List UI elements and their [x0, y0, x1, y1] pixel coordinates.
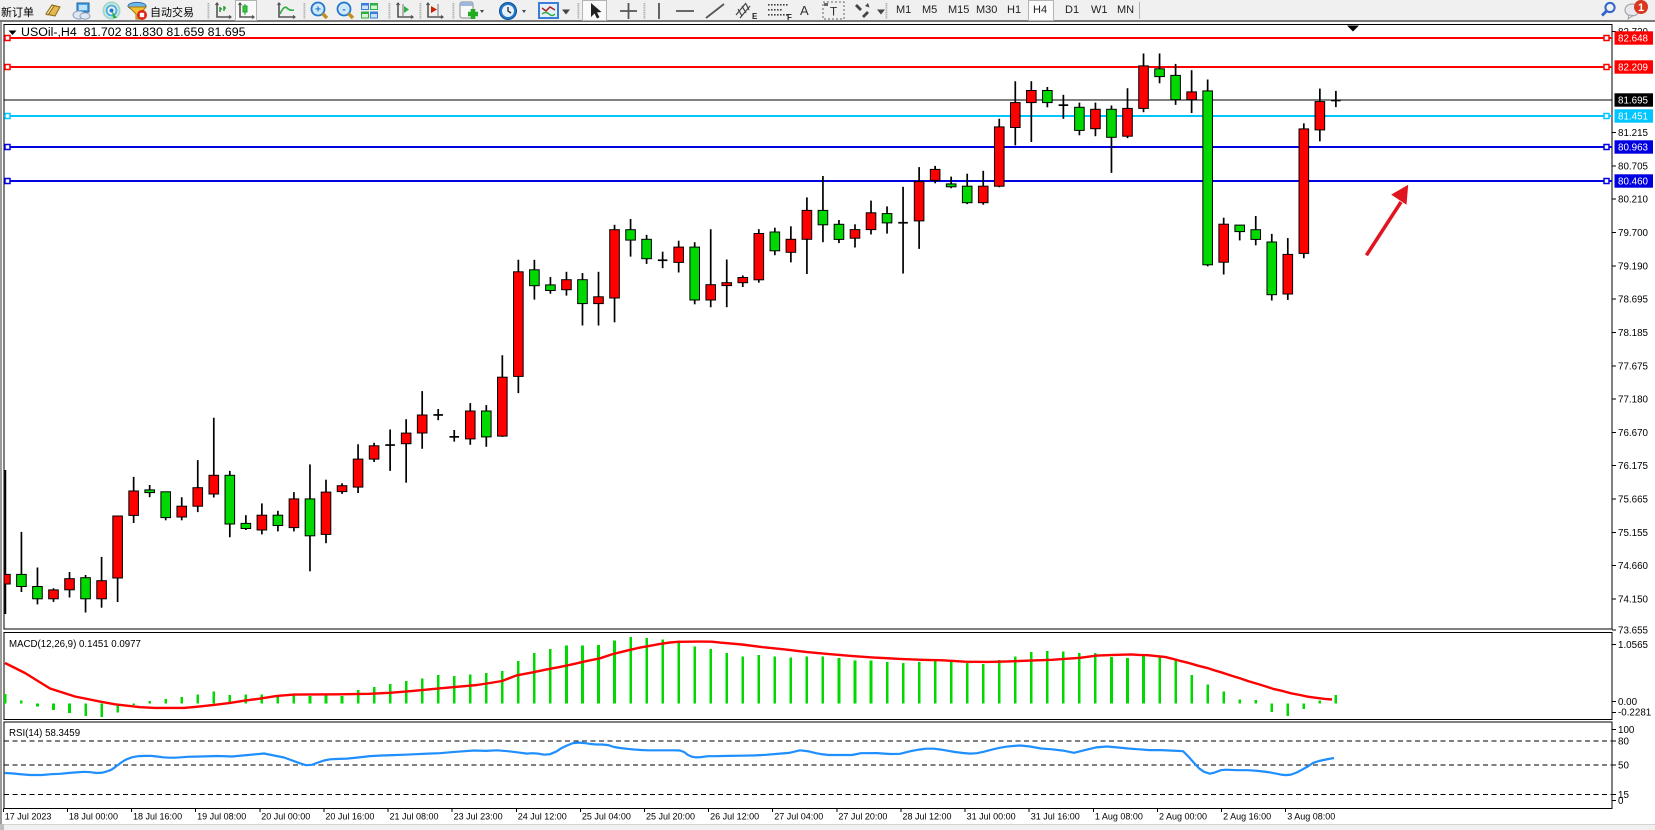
svg-text:76.670: 76.670 [1618, 428, 1649, 439]
svg-text:80.210: 80.210 [1618, 194, 1649, 205]
svg-text:3 Aug 08:00: 3 Aug 08:00 [1287, 812, 1335, 822]
svg-text:RSI(14) 58.3459: RSI(14) 58.3459 [9, 728, 80, 739]
svg-text:77.180: 77.180 [1618, 394, 1649, 405]
svg-text:81.695: 81.695 [1618, 96, 1649, 107]
svg-text:76.175: 76.175 [1618, 461, 1649, 472]
svg-text:79.190: 79.190 [1618, 261, 1649, 272]
svg-text:81.215: 81.215 [1618, 128, 1649, 139]
svg-text:27 Jul 20:00: 27 Jul 20:00 [838, 812, 887, 822]
svg-text:23 Jul 23:00: 23 Jul 23:00 [454, 812, 503, 822]
svg-text:0.00: 0.00 [1618, 697, 1638, 708]
svg-text:MACD(12,26,9) 0.1451 0.0977: MACD(12,26,9) 0.1451 0.0977 [9, 639, 141, 650]
svg-text:1 Aug 08:00: 1 Aug 08:00 [1095, 812, 1143, 822]
svg-text:24 Jul 12:00: 24 Jul 12:00 [518, 812, 567, 822]
svg-text:82.209: 82.209 [1618, 63, 1648, 74]
svg-text:50: 50 [1618, 760, 1629, 771]
svg-text:80.963: 80.963 [1618, 143, 1649, 154]
svg-text:80.705: 80.705 [1618, 161, 1649, 172]
svg-text:18 Jul 16:00: 18 Jul 16:00 [133, 812, 182, 822]
svg-text:15: 15 [1618, 790, 1629, 801]
svg-text:77.675: 77.675 [1618, 361, 1649, 372]
svg-text:18 Jul 00:00: 18 Jul 00:00 [69, 812, 118, 822]
svg-text:21 Jul 08:00: 21 Jul 08:00 [390, 812, 439, 822]
svg-text:F: F [787, 13, 792, 21]
svg-text:75.665: 75.665 [1618, 494, 1649, 505]
svg-text:USOil-,H4 81.702 81.830 81.65: USOil-,H4 81.702 81.830 81.659 81.695 [21, 25, 246, 39]
svg-text:74.660: 74.660 [1618, 561, 1649, 572]
svg-text:80: 80 [1618, 736, 1629, 747]
svg-text:E: E [752, 12, 758, 21]
svg-text:73.655: 73.655 [1618, 625, 1649, 636]
svg-text:+: + [315, 5, 321, 16]
svg-text:75.155: 75.155 [1618, 528, 1649, 539]
svg-text:2 Aug 00:00: 2 Aug 00:00 [1159, 812, 1207, 822]
svg-text:74.150: 74.150 [1618, 594, 1649, 605]
svg-text:17 Jul 2023: 17 Jul 2023 [5, 812, 52, 822]
svg-text:1: 1 [1638, 2, 1644, 14]
svg-text:25 Jul 20:00: 25 Jul 20:00 [646, 812, 695, 822]
svg-text:100: 100 [1618, 725, 1635, 736]
svg-text:1.0565: 1.0565 [1618, 640, 1649, 651]
svg-text:31 Jul 00:00: 31 Jul 00:00 [967, 812, 1016, 822]
svg-text:20 Jul 00:00: 20 Jul 00:00 [261, 812, 310, 822]
svg-text:31 Jul 16:00: 31 Jul 16:00 [1031, 812, 1080, 822]
svg-text:28 Jul 12:00: 28 Jul 12:00 [902, 812, 951, 822]
svg-text:79.700: 79.700 [1618, 228, 1649, 239]
svg-text:27 Jul 04:00: 27 Jul 04:00 [774, 812, 823, 822]
svg-text:82.648: 82.648 [1618, 34, 1649, 45]
svg-text:-0.2281: -0.2281 [1618, 708, 1651, 719]
svg-text:81.451: 81.451 [1618, 112, 1648, 123]
svg-text:2 Aug 16:00: 2 Aug 16:00 [1223, 812, 1271, 822]
svg-text:78.185: 78.185 [1618, 328, 1649, 339]
svg-text:25 Jul 04:00: 25 Jul 04:00 [582, 812, 631, 822]
svg-text:-: - [342, 5, 345, 16]
svg-text:78.695: 78.695 [1618, 294, 1649, 305]
svg-text:T: T [830, 5, 838, 19]
svg-text:80.460: 80.460 [1618, 177, 1649, 188]
svg-text:19 Jul 08:00: 19 Jul 08:00 [197, 812, 246, 822]
svg-text:20 Jul 16:00: 20 Jul 16:00 [325, 812, 374, 822]
svg-text:26 Jul 12:00: 26 Jul 12:00 [710, 812, 759, 822]
svg-text:0: 0 [1618, 796, 1624, 807]
